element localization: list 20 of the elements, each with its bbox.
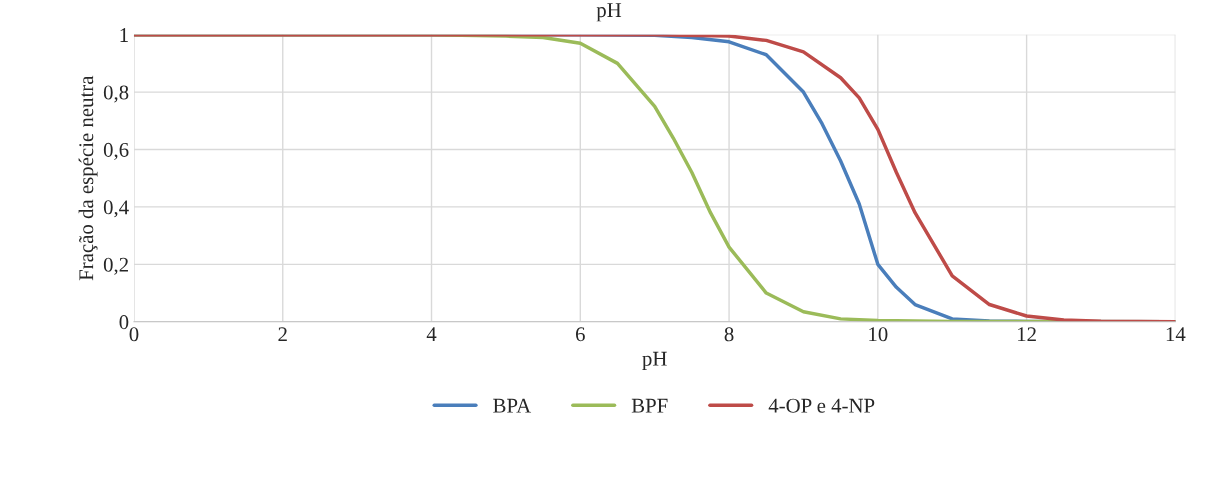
chart-title: pH (596, 3, 622, 22)
x-tick-label: 14 (1166, 327, 1186, 342)
legend-label: BPA (493, 398, 532, 413)
y-tick-label: 0,8 (103, 85, 129, 103)
y-tick-label: 0 (119, 315, 129, 330)
x-tick-label: 2 (278, 327, 287, 342)
y-axis-title: Fração da espécie neutra (78, 75, 98, 281)
y-tick-label: 0,6 (103, 142, 129, 160)
x-tick-label: 10 (869, 327, 888, 342)
x-axis-title: pH (642, 351, 667, 370)
x-tick-label: 8 (724, 327, 734, 342)
y-tick-label: 0,2 (103, 257, 128, 275)
y-tick-label: 0,4 (103, 200, 129, 218)
x-tick-label: 6 (575, 327, 585, 342)
y-tick-label: 1 (120, 28, 128, 42)
x-tick-label: 0 (129, 327, 139, 342)
x-tick-label: 4 (426, 327, 437, 342)
legend-label: 4-OP e 4-NP (768, 398, 875, 413)
x-tick-label: 12 (1018, 327, 1036, 342)
legend-label: BPF (631, 398, 668, 413)
